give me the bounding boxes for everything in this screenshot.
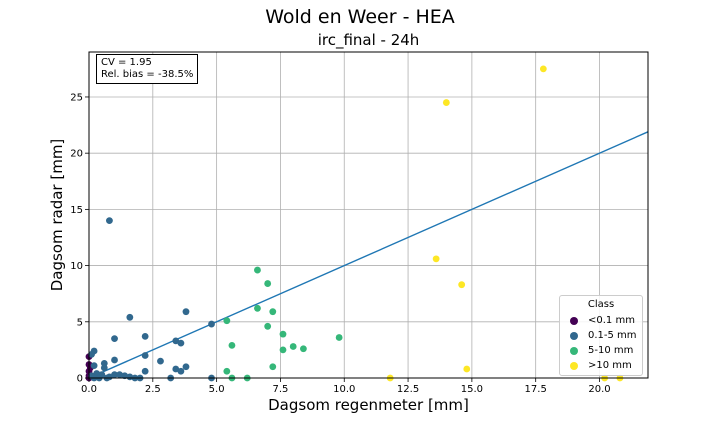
data-point [90,362,98,370]
y-tick-label: 5 [77,317,83,328]
data-point [463,365,471,373]
legend-marker [570,331,578,340]
data-point [458,281,466,289]
chart-title: irc_final - 24h [317,31,420,49]
x-tick-label: 17.5 [525,384,547,395]
data-point [177,339,185,347]
data-point [223,317,231,325]
data-point [126,373,134,381]
legend-marker [570,346,578,355]
y-tick-label: 20 [70,149,83,160]
legend-item: 5-10 mm [560,343,642,358]
data-points [85,65,624,382]
data-point [442,99,450,106]
legend-item: <0.1 mm [560,313,642,328]
y-tick-label: 15 [70,205,83,216]
data-point [141,333,149,340]
data-point [279,330,287,338]
data-point [141,367,149,375]
x-tick-label: 5.0 [209,384,225,395]
data-point [182,363,190,371]
data-point [100,364,108,372]
x-tick-label: 7.5 [272,384,288,395]
data-point [269,308,277,316]
data-point [228,342,236,349]
legend-marker [570,361,578,370]
cv-stat: CV = 1.95 [101,57,152,68]
data-point [157,357,164,365]
data-point [300,345,307,353]
legend: Class <0.1 mm 0.1-5 mm 5-10 mm >10 mm [559,295,643,376]
data-point [172,365,180,373]
legend-title: Class [587,299,615,310]
data-point [539,65,547,73]
data-point [141,352,149,359]
legend-label: 5-10 mm [588,345,634,356]
data-point [254,266,261,274]
y-tick-label: 10 [70,261,83,272]
data-point [88,350,95,358]
data-point [126,313,134,321]
x-tick-label: 0.0 [81,384,97,395]
fit-line [88,131,649,379]
legend-label: >10 mm [588,360,632,371]
x-axis-label: Dagsom regenmeter [mm] [268,396,469,414]
data-point [432,255,440,263]
data-point [116,371,124,379]
data-point [208,320,215,328]
data-point [289,343,297,350]
one-to-one-line [88,131,649,379]
legend-marker [570,316,578,325]
axis-ticks: 0.0 2.5 5.0 7.5 10.0 12.5 15.0 17.5 20.0 0 5 10 15 20… [70,92,610,395]
data-point [264,280,272,287]
data-point [223,367,231,375]
data-point [121,372,129,380]
data-point [177,367,185,375]
data-point [264,322,272,330]
x-tick-label: 2.5 [145,384,161,395]
legend-item: 0.1-5 mm [560,328,642,343]
x-tick-label: 20.0 [588,384,610,395]
data-point [111,356,118,364]
bias-stat: Rel. bias = -38.5% [101,69,194,80]
plot-frame [88,51,649,379]
y-tick-label: 25 [70,92,83,103]
x-tick-label: 10.0 [333,384,355,395]
x-tick-label: 15.0 [461,384,483,395]
data-point [335,334,343,341]
data-point [279,346,287,354]
legend-label: <0.1 mm [588,315,635,326]
data-point [269,363,277,371]
legend-item: >10 mm [560,358,642,373]
legend-label: 0.1-5 mm [588,330,637,341]
y-tick-label: 0 [77,374,83,385]
data-point [106,217,113,225]
y-axis-label: Dagsom radar [mm] [48,138,66,292]
data-point [182,308,190,316]
data-point [111,335,118,343]
x-tick-label: 12.5 [397,384,419,395]
stats-box: CV = 1.95 Rel. bias = -38.5% [96,54,199,84]
data-point [111,371,118,379]
data-point [254,304,261,312]
data-point [172,337,180,345]
figure-suptitle: Wold en Weer - HEA [265,6,455,28]
